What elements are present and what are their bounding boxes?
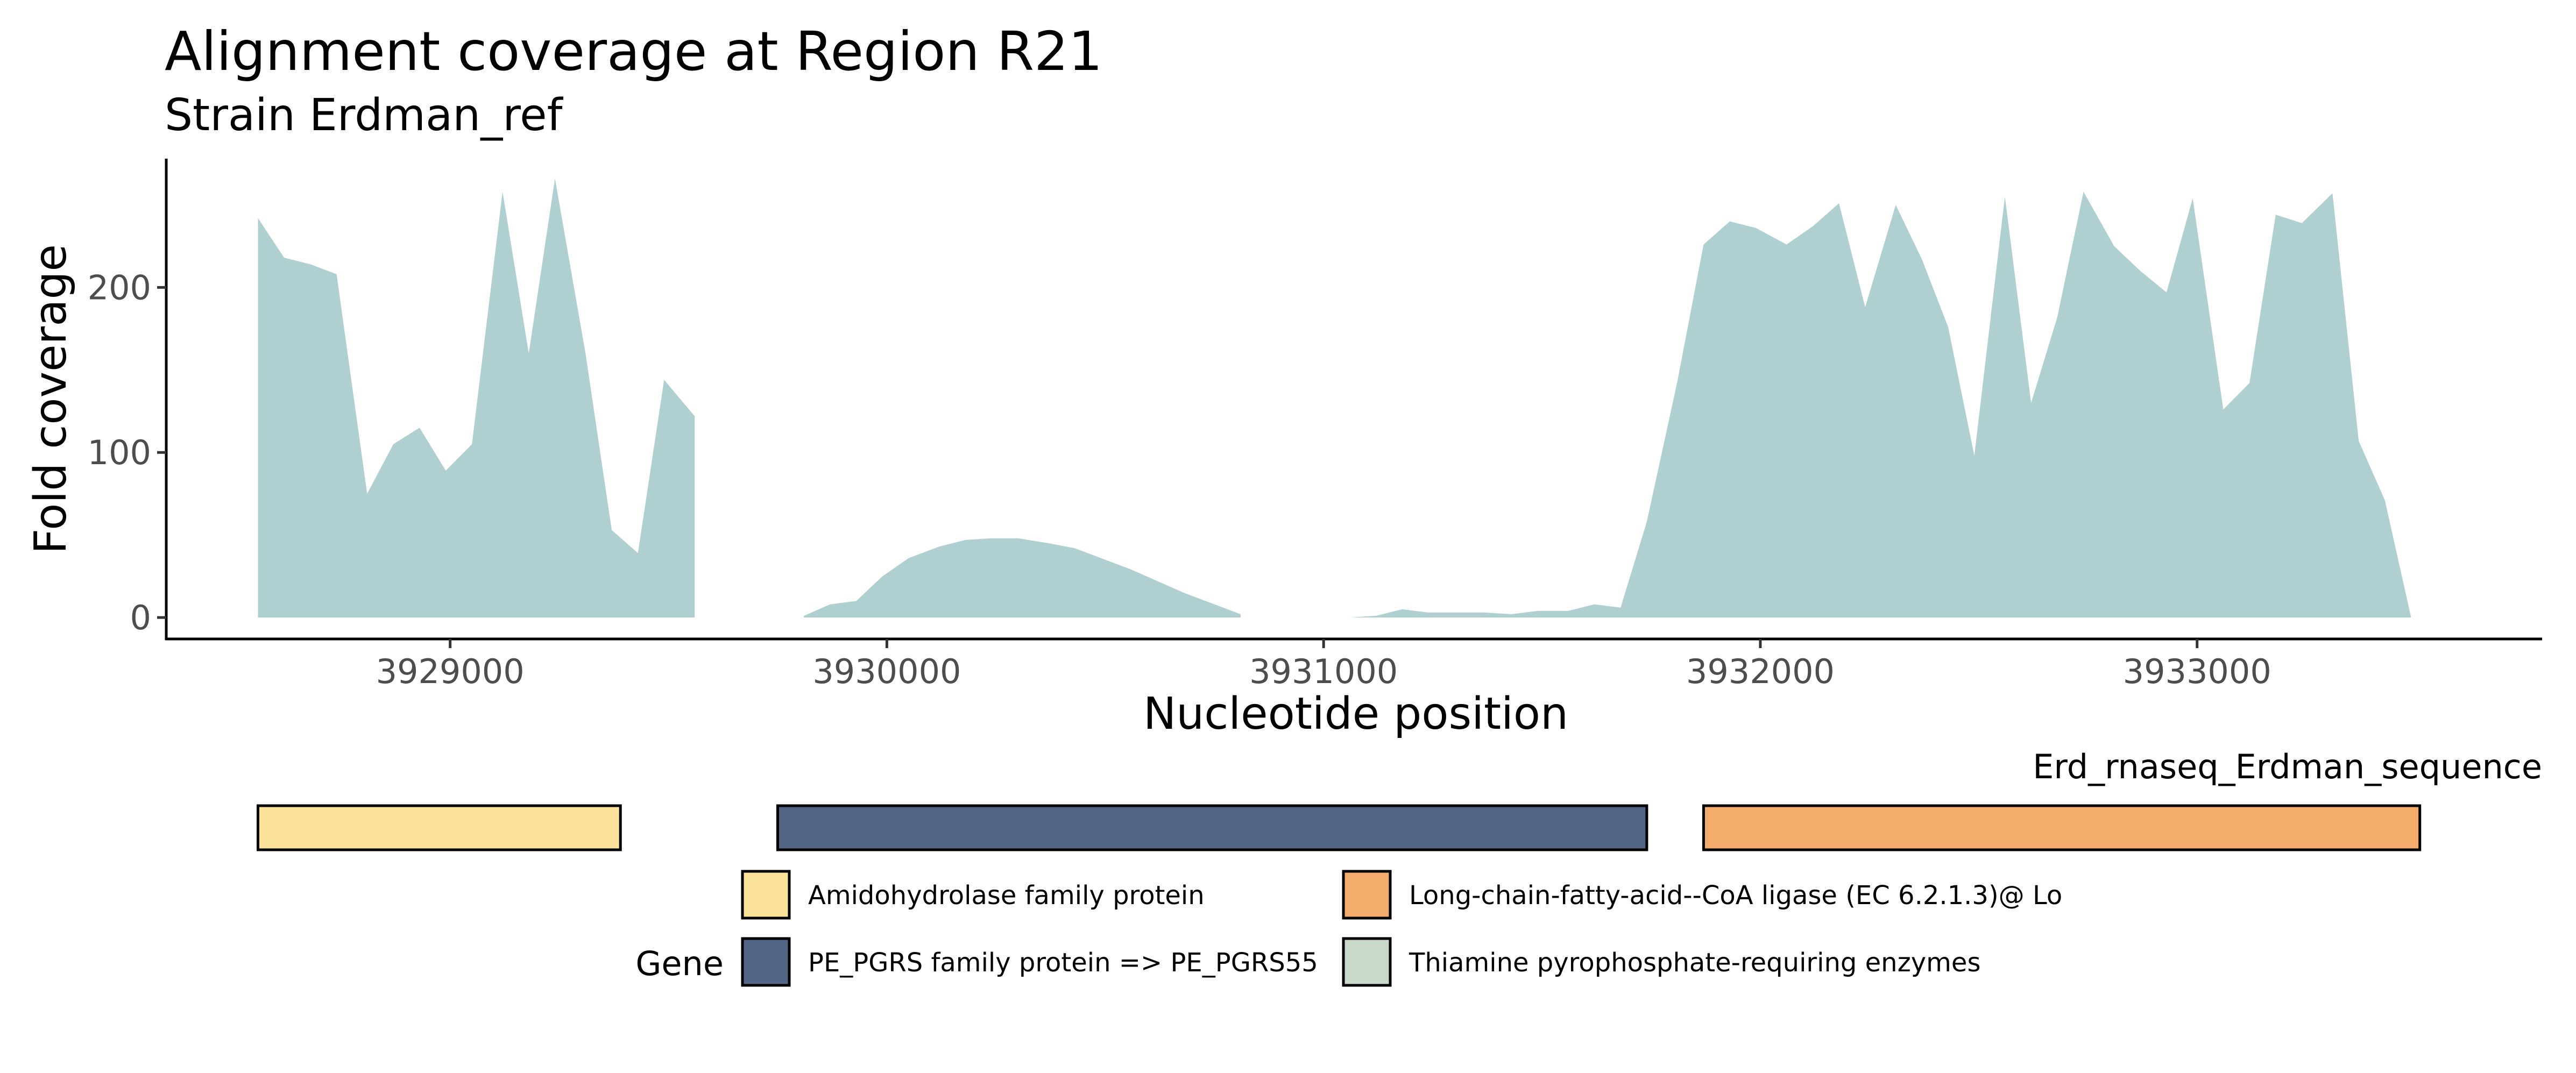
legend-title: Gene [635,944,724,983]
x-tick-label: 3933000 [2123,652,2271,691]
x-tick-label: 3929000 [376,652,525,691]
y-tick-label: 0 [130,598,151,637]
legend-swatch [741,937,791,987]
x-axis-ticks: 3929000 3930000 3931000 3932000 3933000 [376,639,2271,691]
coverage-area-layer [258,178,2411,618]
x-tick-label: 3930000 [812,652,961,691]
coverage-area-segment-2 [804,538,1241,618]
coverage-area-segment-3 [1349,191,2411,618]
y-axis-title: Fold coverage [25,244,76,554]
legend-label: PE_PGRS family protein => PE_PGRS55 [808,948,1318,978]
x-tick-label: 3932000 [1686,652,1835,691]
legend-label: Long-chain-fatty-acid--CoA ligase (EC 6.… [1409,880,2062,911]
y-tick-label: 200 [88,268,151,307]
x-axis-title: Nucleotide position [1143,688,1568,740]
legend-label: Thiamine pyrophosphate-requiring enzymes [1409,948,1980,978]
legend-label: Amidohydrolase family protein [808,880,1205,911]
gene-track: Erd_rnaseq_Erdman_sequence [256,747,2542,851]
gene-bar-2 [776,804,1648,851]
chart-title: Alignment coverage at Region R21 [165,20,1102,83]
coverage-area-segment-1 [258,178,695,618]
y-tick-label: 100 [88,433,151,472]
gene-bars [256,804,2422,851]
plot-area: 3929000 3930000 3931000 3932000 3933000 0 100… [88,159,2542,691]
gene-track-label: Erd_rnaseq_Erdman_sequence [2033,747,2542,786]
legend-items: Amidohydrolase family protein PE_PGRS fam… [741,870,2062,987]
gene-bar-1 [256,804,622,851]
legend-swatch [1342,870,1392,920]
y-axis-ticks: 0 100 200 [88,268,166,637]
legend-swatch [741,870,791,920]
chart-subtitle: Strain Erdman_ref [165,90,564,141]
gene-bar-3 [1702,804,2422,851]
x-tick-label: 3931000 [1249,652,1398,691]
legend-swatch [1342,937,1392,987]
gene-legend: Gene Amidohydrolase family protein PE_PGR… [635,870,2062,987]
